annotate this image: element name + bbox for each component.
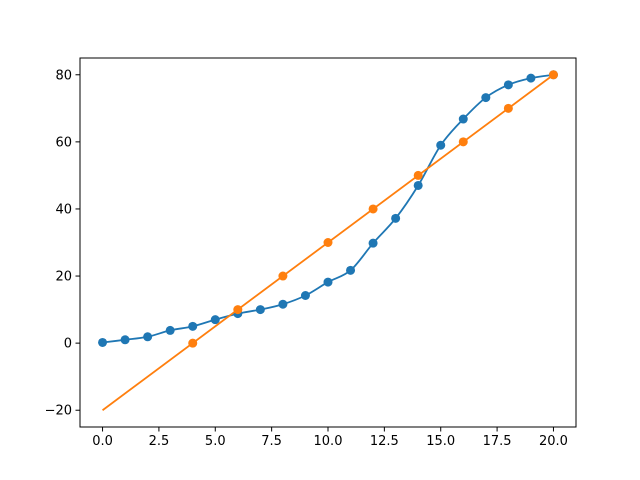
x-tick-label: 15.0 (426, 434, 455, 449)
y-axis: −20 0 20 40 60 80 (45, 68, 80, 419)
series-2-point (323, 238, 333, 247)
series-1-point (346, 265, 356, 275)
y-tick-label: 20 (55, 270, 72, 285)
y-tick-label: 80 (55, 68, 72, 83)
y-tick-label: 60 (55, 135, 72, 150)
y-tick-label: 0 (64, 337, 72, 352)
series-2-point (458, 137, 468, 147)
x-tick-label: 17.5 (483, 434, 512, 449)
series-group (98, 70, 558, 411)
x-tick-label: 12.5 (370, 434, 399, 449)
y-tick-label: 40 (55, 202, 72, 217)
series-2-point (278, 271, 288, 281)
series-2-point (188, 338, 198, 348)
series-1-point (368, 238, 378, 248)
series-1-point (526, 73, 536, 83)
series-1-point (165, 325, 175, 335)
y-tick-label: −20 (45, 404, 72, 419)
series-1-point (210, 315, 220, 325)
x-tick-label: 20.0 (539, 434, 568, 449)
series-2-point (233, 305, 243, 315)
x-tick-label: 7.5 (261, 434, 282, 449)
series-1-point (481, 93, 491, 103)
plot-area (98, 70, 558, 411)
series-1-point (413, 180, 423, 190)
series-1-point (278, 299, 288, 309)
series-2-point (368, 204, 378, 214)
series-1-point (98, 337, 108, 347)
series-1-point (120, 335, 130, 345)
series-1-point (503, 80, 513, 90)
x-tick-label: 10.0 (314, 434, 343, 449)
x-tick-label: 0.0 (92, 434, 113, 449)
series-1-point (458, 114, 468, 124)
x-tick-label: 2.5 (149, 434, 170, 449)
x-axis: 0.0 2.5 5.0 7.5 10.0 12.5 15.0 17.5 20.0 (92, 427, 568, 449)
series-1-point (323, 277, 333, 287)
series-1-point (143, 332, 153, 342)
series-1-point (255, 305, 265, 315)
x-tick-label: 5.0 (205, 434, 226, 449)
series-1-point (436, 140, 446, 150)
series-1-point (391, 213, 401, 223)
series-2-point (503, 103, 513, 113)
series-1-point (188, 321, 198, 331)
series-1-point (300, 291, 310, 301)
series-2 (102, 70, 558, 411)
axes: 0.0 2.5 5.0 7.5 10.0 12.5 15.0 17.5 20.0 −20 0 20 40… (45, 57, 577, 449)
series-2-point (413, 170, 423, 180)
series-2-point (548, 70, 558, 80)
